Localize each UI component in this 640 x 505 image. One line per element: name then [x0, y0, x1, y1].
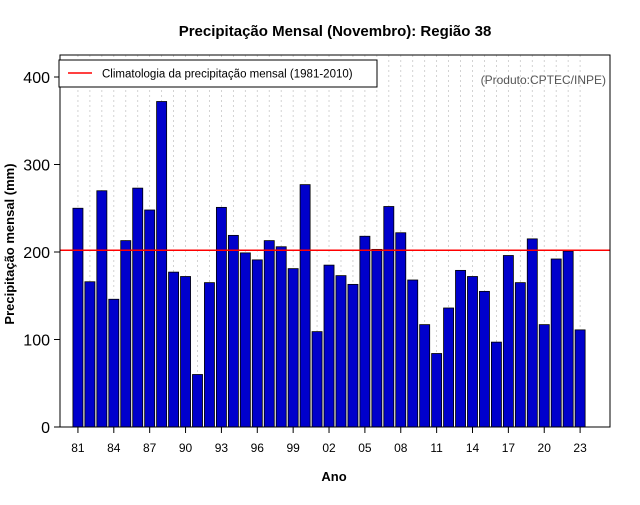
- bar-2019: [526, 238, 538, 428]
- bar-1999: [287, 268, 299, 428]
- legend: Climatologia da precipitação mensal (198…: [58, 59, 378, 88]
- bar-2021: [550, 258, 562, 428]
- bar-2017: [502, 255, 514, 428]
- x-tick-label: 05: [358, 441, 372, 455]
- bar-2014: [467, 276, 478, 428]
- bar-series: [72, 101, 586, 428]
- bar-1983: [96, 190, 108, 428]
- bar-2008: [395, 232, 407, 428]
- bar-2004: [347, 283, 359, 428]
- bar-2007: [383, 206, 395, 428]
- bar-2023: [574, 329, 586, 428]
- x-tick-label: 99: [286, 441, 300, 455]
- legend-label: Climatologia da precipitação mensal (198…: [102, 69, 353, 81]
- bar-2013: [455, 269, 466, 428]
- bar-1990: [180, 276, 191, 428]
- bar-2011: [431, 353, 443, 428]
- bar-1997: [263, 240, 275, 428]
- bar-2022: [562, 250, 574, 428]
- x-axis-label: Ano: [321, 469, 346, 484]
- x-tick-label: 11: [430, 441, 443, 455]
- bar-1986: [132, 187, 144, 428]
- y-axis-label: Precipitação mensal (mm): [2, 163, 17, 324]
- bar-2006: [371, 248, 383, 428]
- bar-1984: [108, 298, 120, 428]
- y-tick-label: 300: [23, 158, 50, 175]
- bar-1985: [120, 240, 132, 428]
- bar-1987: [144, 209, 156, 428]
- x-tick-label: 90: [179, 441, 193, 455]
- bar-2002: [323, 264, 335, 428]
- x-tick-label: 93: [215, 441, 229, 455]
- bar-1994: [227, 234, 239, 428]
- x-tick-label: 02: [322, 441, 336, 455]
- y-tick-label: 400: [23, 70, 50, 87]
- x-tick-label: 08: [394, 441, 408, 455]
- bar-2005: [359, 235, 371, 428]
- bar-2015: [479, 290, 490, 428]
- bar-2009: [407, 279, 419, 428]
- bar-1982: [84, 281, 96, 428]
- x-tick-label: 87: [143, 441, 157, 455]
- bar-2016: [490, 341, 502, 428]
- bar-2012: [443, 307, 455, 428]
- bar-2020: [538, 324, 550, 428]
- bar-1998: [275, 246, 287, 428]
- bar-1989: [168, 271, 180, 428]
- chart-title: Precipitação Mensal (Novembro): Região 3…: [179, 23, 492, 40]
- bar-1993: [215, 206, 227, 428]
- x-tick-label: 14: [466, 441, 480, 455]
- x-tick-label: 23: [573, 441, 587, 455]
- x-tick-label: 17: [502, 441, 516, 455]
- x-tick-label: 96: [251, 441, 265, 455]
- x-tick-label: 20: [538, 441, 552, 455]
- y-tick-label: 100: [23, 333, 50, 350]
- bar-2000: [299, 184, 311, 428]
- bar-2001: [311, 331, 323, 428]
- bar-1988: [156, 101, 168, 428]
- bar-1981: [72, 207, 84, 428]
- bar-1996: [251, 259, 263, 428]
- bar-1995: [239, 252, 251, 428]
- legend-box: [58, 59, 378, 88]
- plot-frame: [59, 54, 611, 428]
- y-tick-label: 0: [41, 420, 50, 437]
- bar-1991: [192, 374, 203, 428]
- bar-2010: [419, 324, 431, 428]
- bar-2003: [335, 275, 347, 428]
- bar-1992: [204, 282, 215, 428]
- x-tick-label: 84: [107, 441, 121, 455]
- axes: 0 100 200 300 400 81 84 87 90 93 96 99 02 05 08 11 14 17 2…: [23, 70, 587, 455]
- product-annotation: (Produto:CPTEC/INPE): [481, 73, 606, 87]
- x-tick-label: 81: [71, 441, 85, 455]
- y-tick-label: 200: [23, 245, 50, 262]
- bar-2018: [514, 282, 526, 428]
